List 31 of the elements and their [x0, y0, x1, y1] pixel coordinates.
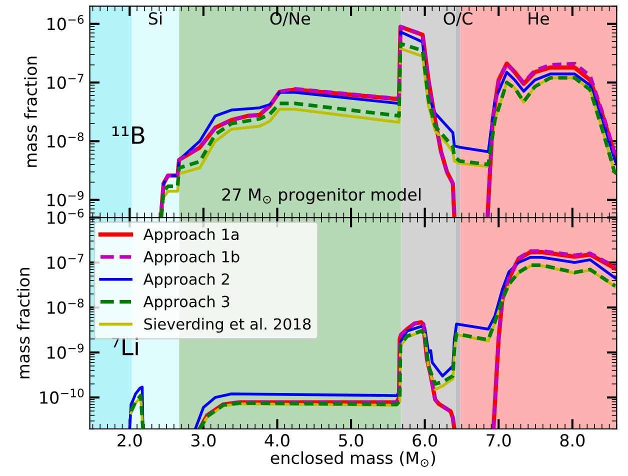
y-tick-label: 10$^{−10}$ — [40, 388, 84, 404]
text: ¹¹B — [112, 126, 144, 144]
legend-label: Approach 1a — [143, 228, 238, 244]
legend-label: Approach 2 — [143, 273, 229, 288]
x-tick-label: 2.0 — [118, 434, 142, 447]
x-tick-label: 4.0 — [264, 434, 290, 447]
text: ⁷Li — [112, 337, 138, 356]
x-tick-label: 7.0 — [486, 434, 511, 447]
x-tick-label: 5.0 — [339, 434, 364, 447]
legend-label: Sieverding et al. 2018 — [144, 318, 311, 333]
legend-label: Approach 3 — [143, 296, 230, 310]
annotation: 27 M$_{⊙}$ progenitor model — [222, 188, 420, 204]
x-axis-title: enclosed mass (M$_{⊙}$) — [270, 451, 435, 467]
y-tick-label: 10$^{−8}$ — [48, 132, 84, 148]
y-tick-label: 10$^{−9}$ — [48, 191, 84, 206]
y-tick-label: 10$^{−6}$ — [48, 208, 84, 224]
x-tick-label: 8.0 — [560, 434, 585, 447]
x-tick-label: 6.0 — [412, 434, 437, 447]
y-tick-label: 10$^{−6}$ — [48, 15, 84, 30]
y-tick-label: 10$^{−7}$ — [48, 74, 84, 89]
y-tick-label: 10$^{−9}$ — [48, 344, 84, 359]
y-tick-label: 10$^{−7}$ — [48, 254, 84, 269]
band-label: O/C — [444, 12, 472, 26]
legend-label: Approach 1b — [143, 250, 240, 266]
band-label: Si — [148, 12, 162, 25]
x-tick-label: 3.0 — [191, 434, 216, 447]
y-tick-label: 10$^{−8}$ — [48, 298, 84, 314]
y-axis-title: mass fraction — [24, 56, 37, 167]
band-label: O/Ne — [270, 12, 310, 26]
y-axis-title: mass fraction — [16, 268, 30, 378]
band-label: He — [528, 12, 549, 25]
